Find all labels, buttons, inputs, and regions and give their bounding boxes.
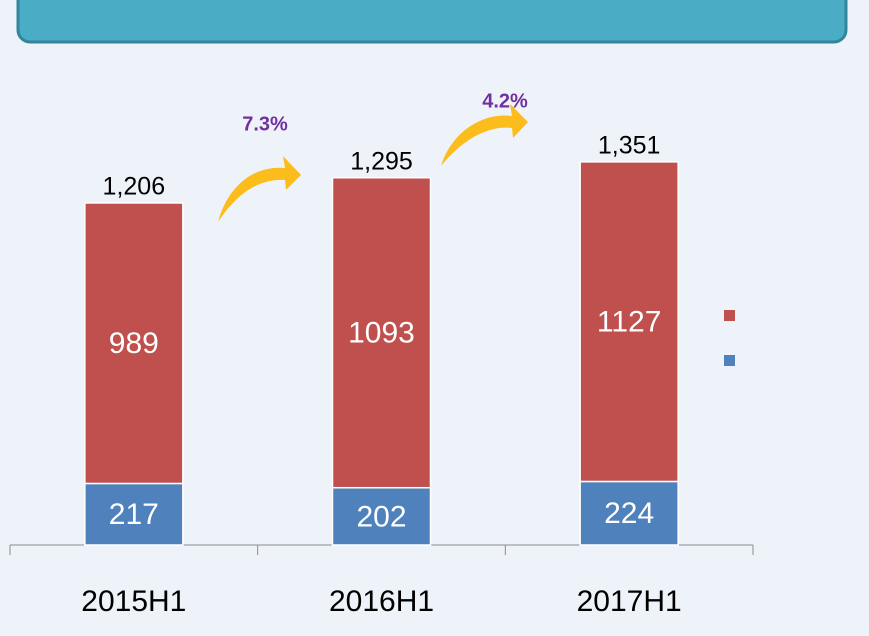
value-label: 1093 [348, 317, 415, 350]
growth-arrow [441, 104, 528, 166]
growth-arrows [218, 104, 528, 222]
total-label: 1,295 [350, 147, 413, 175]
value-label: 217 [109, 498, 159, 531]
value-label: 1127 [597, 306, 662, 339]
value-label: 224 [604, 497, 654, 530]
bar-segment [84, 482, 184, 546]
header-bar [16, 0, 848, 44]
bar-segment [579, 161, 679, 483]
legend-swatch [724, 355, 735, 366]
x-tick-label: 2016H1 [329, 585, 434, 618]
bar-segment [331, 486, 432, 546]
x-tick-label: 2015H1 [81, 585, 186, 618]
value-label: 202 [356, 500, 406, 533]
bar-segment [331, 176, 432, 489]
growth-arrow [218, 156, 301, 222]
bar-segment [84, 202, 184, 485]
legend-swatch [724, 310, 735, 321]
total-label: 1,206 [103, 173, 166, 201]
growth-label: 4.2% [482, 90, 528, 112]
total-label: 1,351 [598, 131, 661, 159]
x-tick-label: 2017H1 [577, 585, 682, 618]
value-label: 989 [109, 327, 159, 360]
bar-segment [579, 480, 679, 546]
growth-label: 7.3% [242, 113, 288, 135]
